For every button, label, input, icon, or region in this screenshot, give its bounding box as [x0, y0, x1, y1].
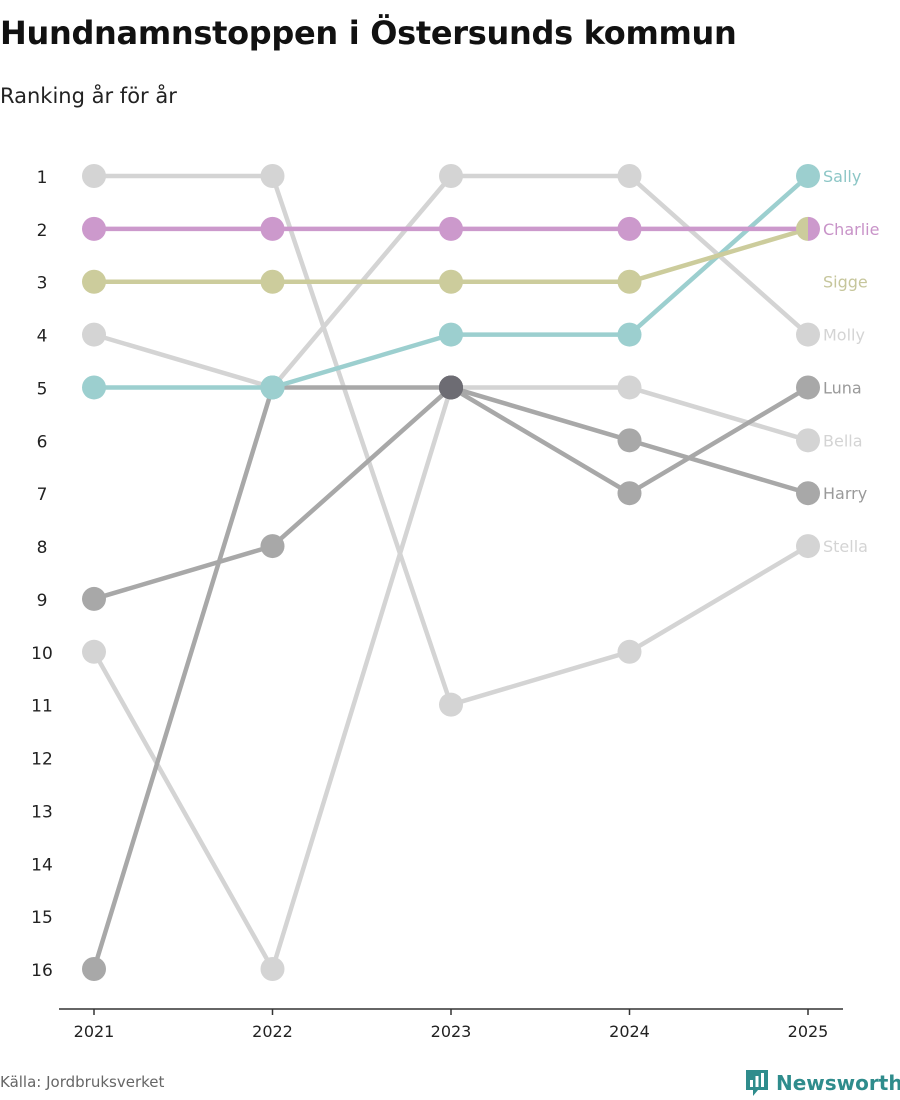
point-sally-2024	[617, 322, 642, 347]
y-tick-label-1: 1	[37, 168, 48, 188]
point-molly-2021	[82, 322, 106, 347]
y-tick-label-2: 2	[37, 221, 48, 241]
point-bella-2025	[796, 428, 820, 453]
y-tick-label-10: 10	[31, 644, 53, 664]
point-molly-2024	[617, 164, 642, 188]
point-sally-2025	[796, 164, 820, 188]
series-label-charlie: Charlie	[823, 220, 879, 239]
series-line-luna	[91, 385, 811, 972]
point-charlie-2023	[439, 216, 463, 241]
newsworthy-logo-icon	[746, 1070, 768, 1096]
point-sigge-2021	[82, 269, 106, 294]
point-charlie-2021	[82, 216, 106, 241]
point-harry-2021	[82, 586, 106, 611]
point-luna-2021	[82, 957, 106, 981]
x-tick-label-2023: 2023	[431, 1022, 472, 1041]
source-note: Källa: Jordbruksverket	[0, 1073, 165, 1091]
point-charlie-2022	[260, 216, 285, 241]
series-label-sigge: Sigge	[823, 273, 868, 292]
point-bella-2022	[260, 957, 285, 981]
chart-title: Hundnamnstoppen i Östersunds kommun	[0, 14, 737, 52]
series-line-harry	[91, 385, 811, 602]
y-tick-label-9: 9	[37, 591, 48, 611]
series-label-stella: Stella	[823, 537, 868, 556]
newsworthy-logo-text: Newsworthy	[776, 1071, 900, 1095]
point-sigge-2025	[796, 216, 808, 241]
point-charlie-2025	[808, 216, 820, 241]
point-stella-2021	[82, 164, 106, 188]
x-tick-label-2022: 2022	[252, 1022, 293, 1041]
point-stella-2025	[796, 534, 820, 559]
point-stella-2024	[617, 639, 642, 664]
point-sally-2021	[82, 375, 106, 400]
x-tick-label-2025: 2025	[788, 1022, 829, 1041]
point-sigge-2024	[617, 269, 642, 294]
y-tick-label-15: 15	[31, 908, 53, 928]
series-label-bella: Bella	[823, 431, 863, 450]
newsworthy-logo: Newsworthy	[744, 1068, 900, 1098]
x-tick-label-2024: 2024	[609, 1022, 650, 1041]
point-harry-2024	[617, 428, 642, 453]
series-label-harry: Harry	[823, 484, 867, 503]
point-harry-2025	[796, 481, 820, 506]
y-tick-label-8: 8	[37, 538, 48, 558]
chart-subtitle: Ranking år för år	[0, 84, 177, 108]
y-tick-label-11: 11	[31, 697, 53, 717]
point-sigge-2022	[260, 269, 285, 294]
series-line-bella	[91, 385, 811, 972]
point-sigge-2023	[439, 269, 463, 294]
y-tick-label-13: 13	[31, 802, 53, 822]
y-tick-label-3: 3	[37, 274, 48, 294]
series-label-sally: Sally	[823, 167, 861, 186]
point-charlie-2024	[617, 216, 642, 241]
y-tick-label-5: 5	[37, 379, 48, 399]
point-stella-2023	[439, 692, 463, 717]
y-tick-label-6: 6	[37, 432, 48, 452]
point-bella-2021	[82, 639, 106, 664]
point-sally-2023	[439, 322, 463, 347]
point-stella-2022	[260, 164, 285, 188]
y-tick-label-14: 14	[31, 855, 53, 875]
point-harry-2023	[439, 375, 463, 400]
point-sally-2022	[260, 375, 285, 400]
y-tick-label-4: 4	[37, 327, 48, 347]
point-molly-2023	[439, 164, 463, 188]
x-tick-label-2021: 2021	[74, 1022, 115, 1041]
point-molly-2025	[796, 322, 820, 347]
y-tick-label-12: 12	[31, 750, 53, 770]
point-luna-2024	[617, 481, 642, 506]
series-label-luna: Luna	[823, 378, 862, 397]
point-bella-2024	[617, 375, 642, 400]
point-luna-2025	[796, 375, 820, 400]
series-label-molly: Molly	[823, 326, 865, 345]
y-tick-label-16: 16	[31, 961, 53, 981]
point-harry-2022	[260, 534, 285, 559]
y-tick-label-7: 7	[37, 485, 48, 505]
